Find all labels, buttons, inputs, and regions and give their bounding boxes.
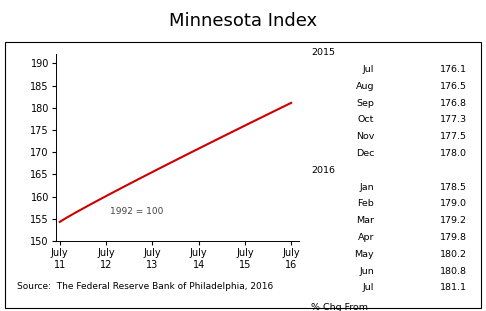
Text: 2016: 2016 (311, 166, 335, 175)
Text: Aug: Aug (356, 82, 374, 91)
Text: 179.2: 179.2 (439, 216, 467, 225)
Text: 177.5: 177.5 (439, 132, 467, 141)
Text: Source:  The Federal Reserve Bank of Philadelphia, 2016: Source: The Federal Reserve Bank of Phil… (17, 282, 273, 291)
Text: Oct: Oct (358, 115, 374, 124)
Text: 176.5: 176.5 (439, 82, 467, 91)
Text: % Chg From: % Chg From (311, 303, 368, 311)
Text: 178.5: 178.5 (439, 183, 467, 192)
Text: Jun: Jun (360, 267, 374, 276)
Text: Sep: Sep (356, 99, 374, 108)
Text: Jan: Jan (360, 183, 374, 192)
Text: Feb: Feb (358, 199, 374, 208)
Text: May: May (355, 250, 374, 259)
Text: 180.2: 180.2 (439, 250, 467, 259)
Text: 2015: 2015 (311, 48, 335, 57)
Text: 176.1: 176.1 (439, 65, 467, 74)
Text: 177.3: 177.3 (439, 115, 467, 124)
Text: 181.1: 181.1 (439, 283, 467, 292)
Text: 179.8: 179.8 (439, 233, 467, 242)
Text: Dec: Dec (356, 149, 374, 158)
Text: Jul: Jul (363, 283, 374, 292)
Text: Minnesota Index: Minnesota Index (169, 12, 317, 30)
Text: 1992 = 100: 1992 = 100 (110, 207, 163, 216)
Text: Nov: Nov (356, 132, 374, 141)
Text: 179.0: 179.0 (439, 199, 467, 208)
Text: 180.8: 180.8 (439, 267, 467, 276)
Text: Mar: Mar (356, 216, 374, 225)
Text: 178.0: 178.0 (439, 149, 467, 158)
Text: Apr: Apr (358, 233, 374, 242)
Text: 176.8: 176.8 (439, 99, 467, 108)
Text: Jul: Jul (363, 65, 374, 74)
